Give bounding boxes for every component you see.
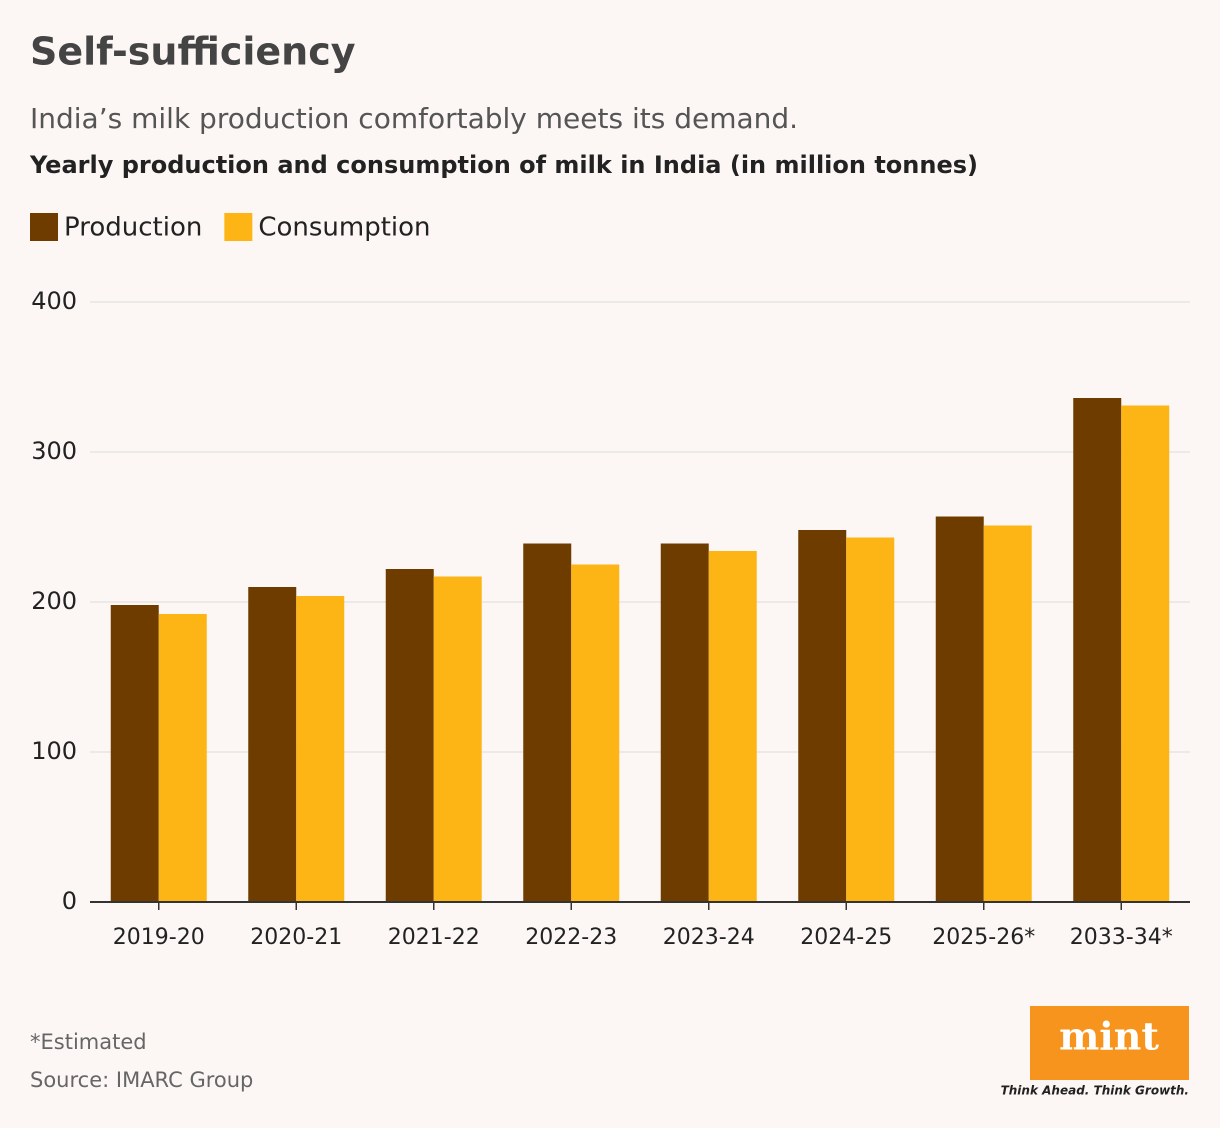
bar <box>1121 405 1170 902</box>
tagline: Think Ahead. Think Growth. <box>1001 1084 1189 1098</box>
bar <box>110 605 159 902</box>
x-tick-label: 2025-26* <box>932 925 1035 950</box>
legend-swatch <box>30 213 58 241</box>
y-tick-label: 300 <box>31 437 77 465</box>
bar <box>708 551 757 902</box>
y-tick-label: 100 <box>31 737 77 765</box>
bar <box>846 537 895 902</box>
bar <box>571 564 620 902</box>
legend-swatch <box>224 213 253 241</box>
x-tick-label: 2021-22 <box>388 925 480 950</box>
bar <box>660 543 709 902</box>
legend-label: Consumption <box>258 213 430 243</box>
bar <box>1073 398 1122 902</box>
x-tick-label: 2023-24 <box>663 925 755 950</box>
source: Source: IMARC Group <box>30 1068 253 1092</box>
bar <box>433 576 482 902</box>
bar <box>248 587 297 902</box>
bar <box>983 525 1032 902</box>
bar <box>523 543 572 902</box>
logo-box <box>1030 1006 1189 1080</box>
bar <box>385 569 434 902</box>
y-tick-label: 200 <box>31 587 77 615</box>
bar <box>158 614 207 902</box>
chart-title: Yearly production and consumption of mil… <box>29 151 978 179</box>
y-tick-label: 0 <box>62 887 77 915</box>
bar <box>296 596 345 902</box>
logo: mint <box>1059 1014 1159 1059</box>
bar <box>798 530 847 902</box>
x-tick-label: 2022-23 <box>525 925 617 950</box>
x-tick-label: 2020-21 <box>250 925 342 950</box>
legend-label: Production <box>64 213 202 243</box>
x-tick-label: 2024-25 <box>800 925 892 950</box>
bar <box>935 516 984 902</box>
y-tick-label: 400 <box>31 287 77 315</box>
subtitle: India’s milk production comfortably meet… <box>30 102 798 135</box>
x-tick-label: 2019-20 <box>113 925 205 950</box>
x-tick-label: 2033-34* <box>1070 925 1173 950</box>
title: Self-sufficiency <box>30 30 356 74</box>
note: *Estimated <box>30 1030 147 1054</box>
